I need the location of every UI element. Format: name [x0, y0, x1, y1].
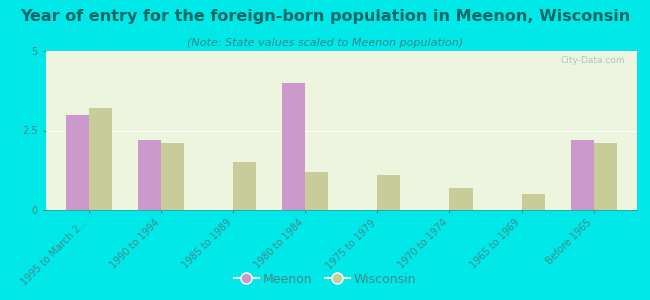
Bar — [233, 162, 256, 210]
Bar — [161, 143, 184, 210]
Text: Year of entry for the foreign-born population in Meenon, Wisconsin: Year of entry for the foreign-born popul… — [20, 9, 630, 24]
Bar — [66, 115, 89, 210]
Bar — [138, 140, 161, 210]
Bar — [306, 172, 328, 210]
Bar — [571, 140, 593, 210]
Bar — [377, 175, 400, 210]
Text: (Note: State values scaled to Meenon population): (Note: State values scaled to Meenon pop… — [187, 38, 463, 47]
Bar — [282, 83, 306, 210]
Bar — [521, 194, 545, 210]
Text: City-Data.com: City-Data.com — [560, 56, 625, 65]
Bar — [89, 108, 112, 210]
Bar — [593, 143, 617, 210]
Legend: Meenon, Wisconsin: Meenon, Wisconsin — [229, 268, 421, 291]
Bar — [449, 188, 473, 210]
